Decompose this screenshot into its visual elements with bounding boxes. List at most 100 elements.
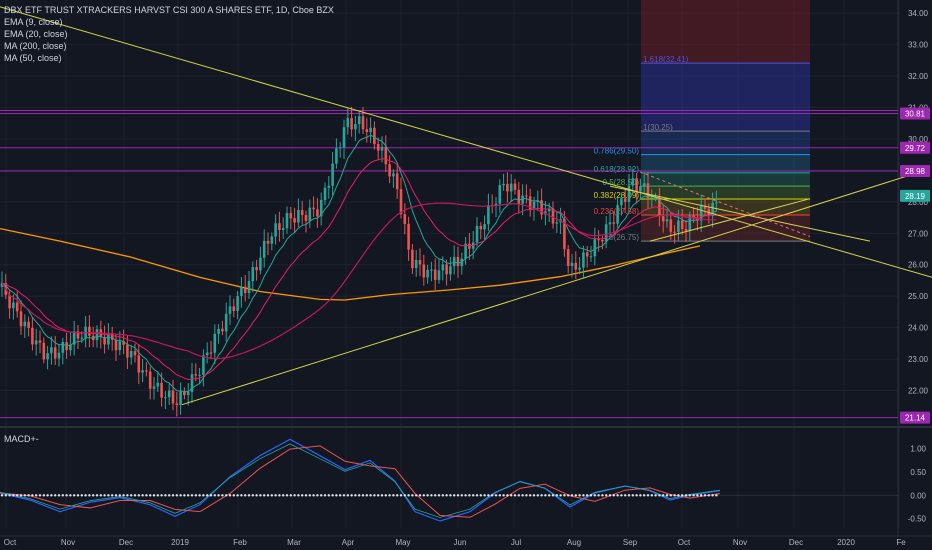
macd-dot [80, 494, 84, 497]
macd-dot [601, 494, 604, 497]
x-tick-label: Dec [789, 538, 803, 547]
macd-dot [624, 494, 627, 497]
legend-ema20[interactable]: EMA (20, close) [4, 29, 68, 39]
price-badge-label: 21.14 [905, 414, 926, 423]
ema9-line [1, 134, 717, 393]
candle-body [335, 148, 338, 164]
macd-dot [171, 494, 175, 497]
trend-line [0, 6, 932, 278]
candle-body [323, 187, 327, 201]
candle-body [221, 328, 224, 332]
macd-histogram-line [0, 443, 721, 518]
macd-dot [555, 494, 558, 497]
candle-body [0, 283, 4, 287]
macd-dot [700, 494, 703, 497]
macd-dot [650, 494, 653, 497]
candle-body [183, 391, 186, 395]
macd-dot [517, 494, 520, 497]
macd-dot [715, 494, 718, 497]
candle-body [544, 211, 547, 215]
candle-body [456, 256, 460, 267]
macd-dot [582, 494, 585, 497]
macd-dot [407, 494, 410, 497]
x-tick-label: Apr [342, 538, 355, 547]
candle-body [69, 344, 72, 351]
candle-body [19, 311, 23, 327]
macd-dot [312, 494, 315, 497]
macd-dot [411, 494, 414, 497]
candle-body [642, 183, 646, 187]
candle-body [494, 203, 498, 206]
macd-dot [137, 494, 140, 497]
macd-dot [61, 494, 64, 497]
macd-dot [95, 494, 99, 497]
macd-dot [377, 494, 380, 497]
candle-body [213, 333, 217, 353]
x-tick-label: Feb [233, 538, 247, 547]
macd-dot [605, 494, 608, 497]
macd-dot [8, 494, 11, 497]
legend-ma50[interactable]: MA (50, close) [4, 53, 62, 63]
candle-body [243, 286, 247, 293]
candle-body [365, 129, 369, 133]
candle-body [604, 224, 608, 242]
macd-line [0, 438, 721, 522]
candle-body [228, 306, 232, 314]
candle-body [46, 353, 49, 360]
macd-dot [422, 494, 425, 497]
macd-dot [168, 494, 171, 497]
fib-level-label: 0.786(29.50) [594, 147, 640, 156]
candle-body [346, 118, 350, 128]
candle-body [502, 183, 505, 186]
fib-level-label: 0.382(28.09) [594, 191, 640, 200]
macd-dot [662, 494, 665, 497]
price-tick-label: 25.00 [908, 292, 929, 301]
candle-body [680, 220, 684, 229]
macd-dot [31, 494, 34, 497]
fib-zone [641, 131, 810, 155]
legend-ema9[interactable]: EMA (9, close) [4, 17, 63, 27]
price-tick-label: 34.00 [908, 9, 929, 18]
fib-level-label: 1(30.25) [643, 123, 673, 132]
candle-body [179, 391, 182, 406]
candle-body [418, 260, 422, 265]
candle-body [217, 328, 220, 334]
candle-body [23, 321, 27, 327]
candle-body [551, 208, 555, 224]
macd-dot [255, 494, 258, 497]
macd-dot [206, 494, 209, 497]
macd-dot [320, 494, 323, 497]
candle-body [293, 218, 296, 223]
ma50-line [1, 202, 717, 360]
macd-dot [525, 494, 528, 497]
macd-dot [589, 494, 593, 497]
candle-body [669, 219, 673, 232]
x-tick-label: Jun [454, 538, 467, 547]
macd-dot [479, 494, 482, 497]
macd-dot [308, 494, 311, 497]
legend-ma200[interactable]: MA (200, close) [4, 41, 67, 51]
price-badge [900, 165, 930, 178]
candle-body [422, 264, 426, 278]
macd-dot [593, 494, 596, 497]
candle-body [167, 390, 171, 398]
candle-body [433, 269, 437, 280]
macd-dot [494, 494, 498, 497]
candle-body [289, 213, 293, 219]
candle-body [650, 197, 654, 199]
trend-line [181, 171, 921, 406]
macd-dot [76, 494, 80, 497]
macd-dot [373, 494, 376, 497]
candle-body [171, 390, 175, 404]
macd-label[interactable]: MACD+- [4, 434, 39, 444]
macd-dot [506, 494, 509, 497]
macd-dot [703, 494, 707, 497]
candle-body [631, 178, 635, 186]
macd-dot [578, 494, 581, 497]
candle-body [452, 256, 456, 267]
candle-body [623, 198, 627, 202]
candle-body [31, 327, 34, 345]
candle-body [15, 302, 19, 312]
price-tick-label: 33.00 [908, 41, 929, 50]
